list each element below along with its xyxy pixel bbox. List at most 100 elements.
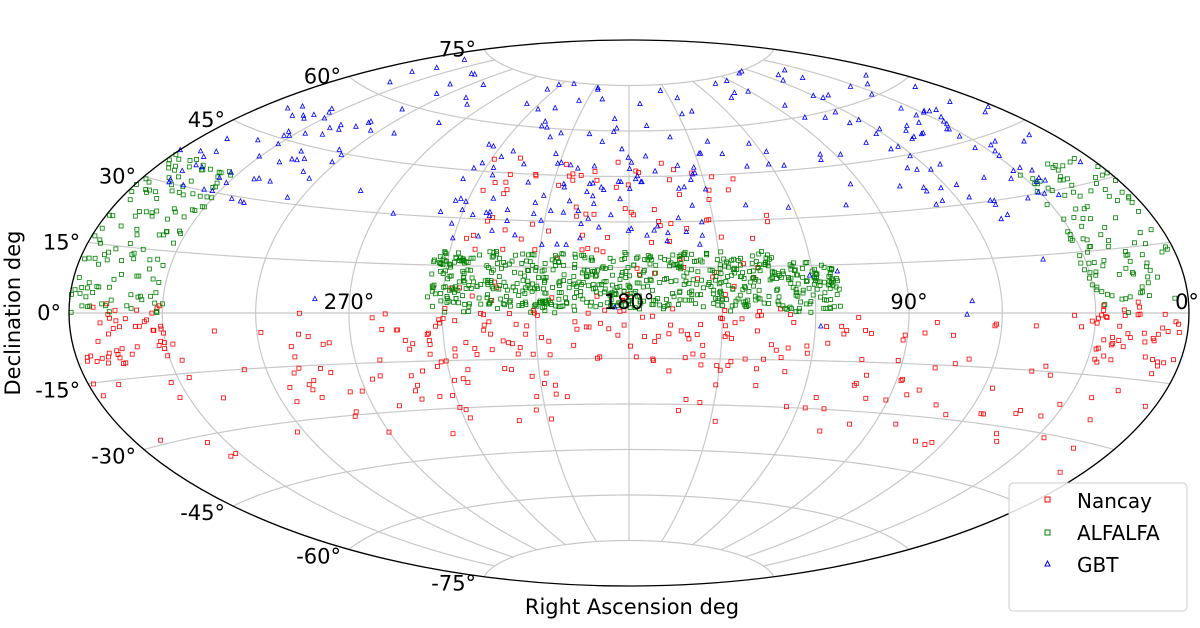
alfalfa-point	[716, 281, 722, 287]
nancay-point	[839, 323, 845, 329]
alfalfa-point	[690, 277, 696, 283]
alfalfa-point	[635, 254, 641, 260]
nancay-point	[613, 184, 619, 190]
nancay-point	[318, 365, 323, 371]
alfalfa-point	[598, 302, 603, 308]
alfalfa-point	[107, 212, 112, 218]
alfalfa-point	[494, 260, 500, 266]
nancay-point	[205, 440, 210, 445]
gbt-point	[702, 185, 709, 192]
nancay-point	[651, 358, 656, 363]
gbt-point	[486, 212, 493, 218]
alfalfa-point	[681, 282, 687, 287]
alfalfa-point	[86, 280, 92, 286]
gbt-point	[1017, 164, 1023, 170]
nancay-point	[158, 326, 164, 332]
x-tick-label: 0°	[1175, 290, 1199, 314]
nancay-point	[1110, 335, 1115, 340]
nancay-point	[396, 403, 402, 409]
y-tick-label: 30°	[99, 165, 136, 189]
alfalfa-point	[756, 287, 762, 293]
gbt-point	[284, 104, 291, 111]
alfalfa-point	[522, 291, 528, 297]
nancay-point	[1103, 314, 1109, 320]
nancay-point	[697, 400, 703, 406]
nancay-point	[1116, 338, 1122, 344]
alfalfa-point	[797, 306, 802, 312]
nancay-point	[682, 355, 688, 361]
gbt-point	[209, 187, 216, 194]
nancay-point	[566, 173, 572, 179]
alfalfa-point	[634, 280, 640, 286]
gbt-point	[611, 303, 618, 310]
gbt-point	[903, 127, 909, 133]
alfalfa-point	[657, 280, 663, 285]
alfalfa-point	[798, 299, 803, 305]
alfalfa-point	[429, 288, 435, 294]
alfalfa-point	[502, 302, 508, 308]
nancay-point	[666, 368, 672, 374]
gbt-point	[618, 178, 624, 185]
gbt-point	[542, 118, 549, 124]
gbt-point	[681, 183, 687, 190]
nancay-point	[570, 177, 576, 183]
alfalfa-point	[653, 262, 659, 268]
gbt-point	[256, 152, 263, 159]
gbt-point	[639, 178, 645, 184]
nancay-point	[107, 315, 112, 321]
alfalfa-point	[617, 277, 623, 282]
gbt-point	[689, 202, 696, 208]
gbt-point	[571, 80, 577, 86]
alfalfa-point	[107, 284, 112, 290]
alfalfa-point	[477, 252, 483, 258]
y-tick-label: 45°	[188, 108, 225, 132]
alfalfa-point	[171, 206, 177, 212]
nancay-point	[117, 355, 123, 361]
gbt-point	[498, 153, 505, 160]
alfalfa-point	[740, 270, 745, 276]
alfalfa-point	[216, 169, 222, 175]
alfalfa-point	[448, 262, 454, 268]
alfalfa-point	[1093, 272, 1099, 278]
alfalfa-point	[1084, 204, 1090, 210]
alfalfa-point	[678, 264, 684, 270]
alfalfa-point	[1088, 188, 1094, 194]
legend-box	[1008, 482, 1188, 612]
nancay-point	[90, 304, 96, 310]
alfalfa-point	[442, 309, 448, 315]
gbt-point	[625, 154, 632, 160]
gbt-point	[847, 180, 854, 187]
nancay-point	[649, 239, 654, 245]
alfalfa-point	[1069, 182, 1075, 188]
gbt-point	[992, 201, 999, 207]
nancay-point	[464, 235, 469, 241]
gbt-point	[486, 141, 492, 147]
nancay-point	[463, 340, 469, 346]
alfalfa-point	[86, 255, 92, 261]
alfalfa-point	[795, 281, 801, 287]
legend-marker-gbt	[1044, 559, 1051, 567]
alfalfa-point	[189, 207, 195, 213]
nancay-point	[294, 399, 300, 405]
alfalfa-point	[456, 279, 462, 285]
alfalfa-point	[140, 246, 146, 252]
alfalfa-point	[102, 252, 107, 258]
nancay-point	[933, 402, 939, 408]
nancay-point	[1162, 311, 1168, 317]
gbt-point	[336, 146, 343, 152]
alfalfa-point	[1017, 172, 1023, 178]
alfalfa-point	[571, 303, 577, 309]
nancay-point	[106, 331, 111, 337]
nancay-point	[162, 346, 168, 352]
nancay-point	[112, 307, 118, 313]
gbt-point	[688, 176, 694, 182]
y-tick-label: -75°	[431, 572, 476, 596]
alfalfa-point	[1094, 287, 1100, 293]
alfalfa-point	[176, 228, 182, 234]
alfalfa-point	[829, 266, 834, 272]
gbt-point	[368, 118, 374, 124]
nancay-point	[328, 370, 334, 375]
gbt-point	[595, 223, 602, 230]
alfalfa-point	[518, 270, 524, 276]
alfalfa-point	[769, 255, 774, 261]
